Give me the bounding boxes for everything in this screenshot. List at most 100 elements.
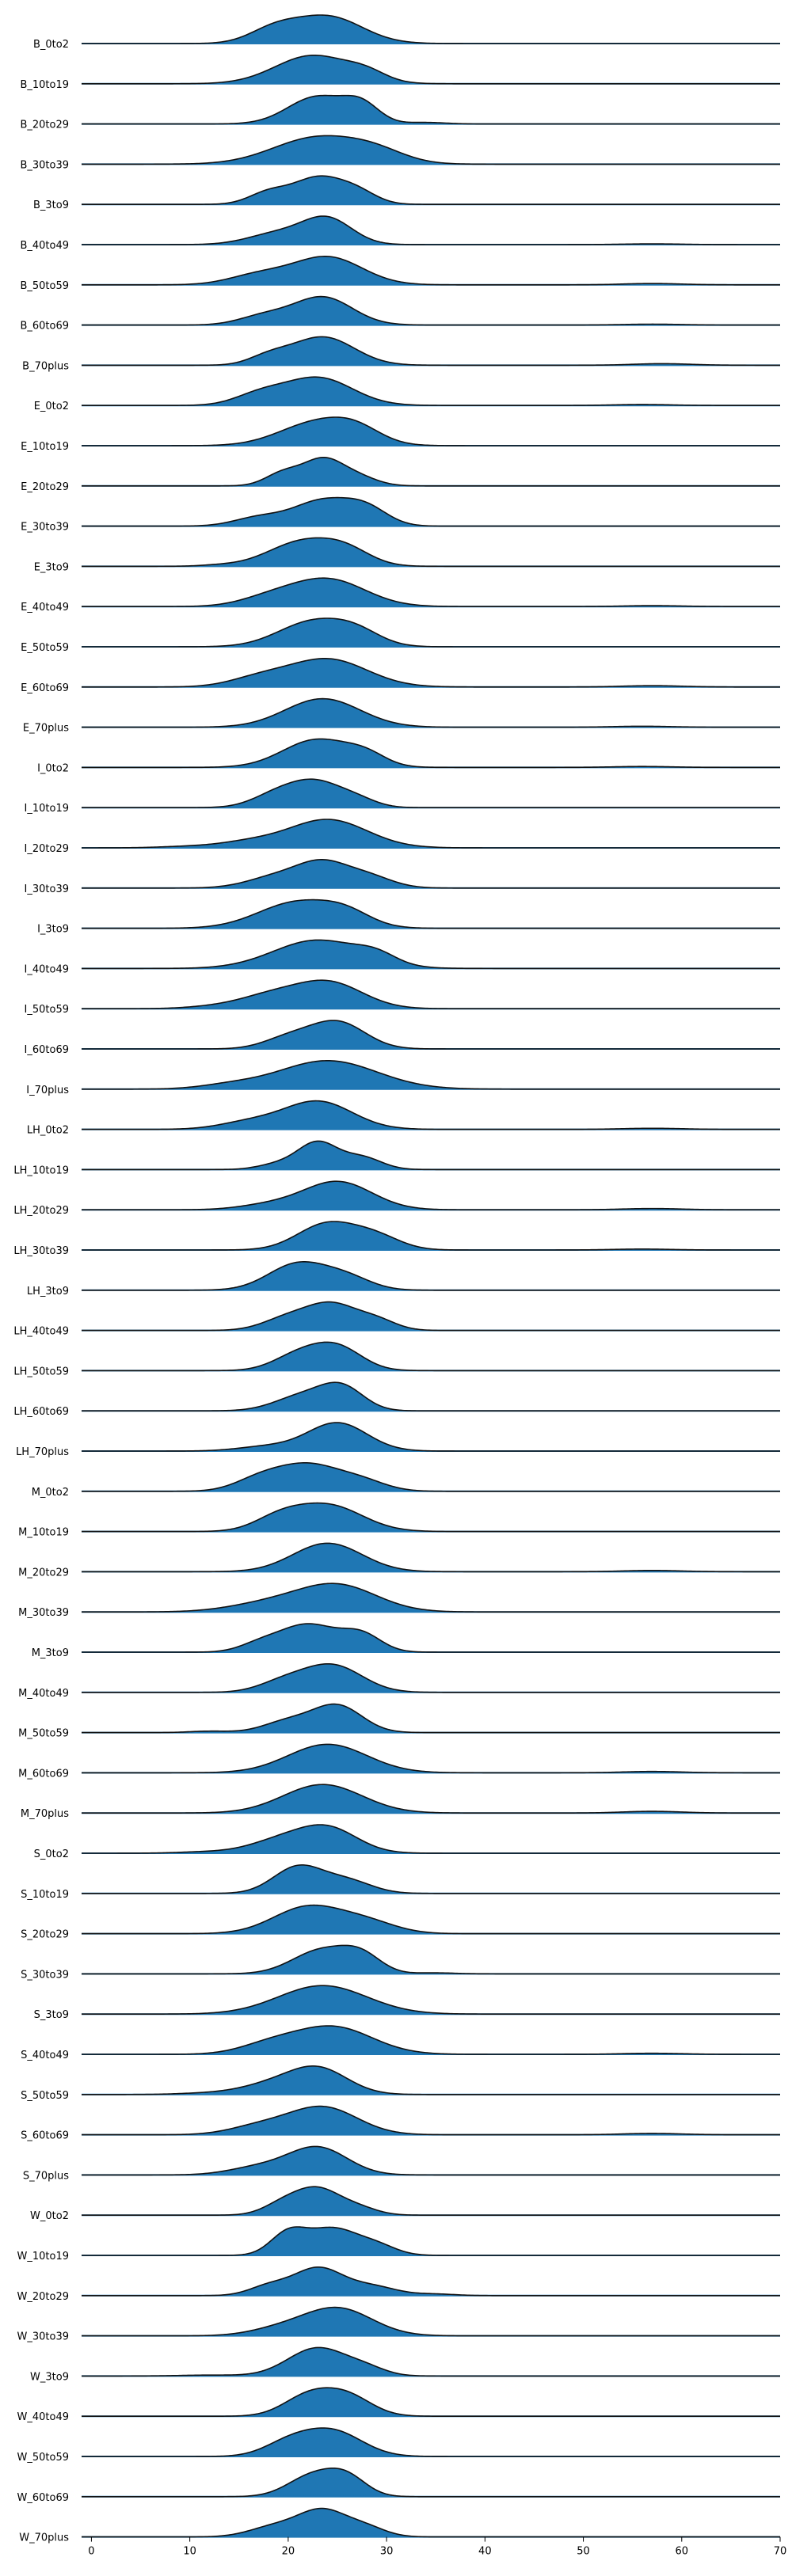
density-area-LH_40to49: [82, 1301, 780, 1331]
density-outline-LH_70plus: [82, 1422, 780, 1452]
row-label-B_20to29: B_20to29: [20, 120, 69, 131]
density-area-W_10to19: [82, 2227, 780, 2255]
density-area-LH_50to59: [82, 1342, 780, 1371]
x-tick-label-50: 50: [577, 2546, 590, 2558]
density-outline-B_20to29: [82, 94, 780, 125]
row-label-LH_70plus: LH_70plus: [16, 1446, 69, 1458]
density-area-B_60to69: [82, 296, 780, 325]
density-outline-B_40to49: [82, 215, 780, 245]
density-outline-S_30to39: [82, 1944, 780, 1975]
density-outline-B_60to69: [82, 295, 780, 326]
row-label-LH_0to2: LH_0to2: [27, 1125, 69, 1137]
row-label-B_60to69: B_60to69: [20, 321, 69, 332]
row-label-M_50to59: M_50to59: [18, 1728, 69, 1740]
row-label-S_0to2: S_0to2: [34, 1848, 69, 1860]
row-label-I_50to59: I_50to59: [25, 1004, 69, 1016]
density-outline-I_30to39: [82, 858, 780, 889]
density-outline-LH_0to2: [82, 1100, 780, 1130]
row-label-LH_30to39: LH_30to39: [13, 1245, 69, 1257]
x-tick-label-0: 0: [88, 2546, 94, 2558]
row-label-B_10to19: B_10to19: [20, 79, 69, 91]
row-label-M_10to19: M_10to19: [18, 1527, 69, 1539]
density-area-M_70plus: [82, 1784, 780, 1814]
density-area-W_40to49: [82, 2388, 780, 2417]
density-area-S_40to49: [82, 2026, 780, 2054]
density-outline-E_70plus: [82, 697, 780, 728]
density-area-B_3to9: [82, 176, 780, 205]
density-area-W_50to59: [82, 2428, 780, 2456]
density-area-I_20to29: [82, 819, 780, 848]
row-label-E_70plus: E_70plus: [23, 723, 69, 735]
density-area-I_60to69: [82, 1020, 780, 1049]
row-label-I_60to69: I_60to69: [25, 1044, 69, 1056]
density-outline-M_20to29: [82, 1542, 780, 1573]
density-outline-LH_60to69: [82, 1381, 780, 1411]
density-outline-S_50to59: [82, 2065, 780, 2095]
density-outline-B_50to59: [82, 255, 780, 286]
density-area-M_60to69: [82, 1744, 780, 1773]
density-area-M_20to29: [82, 1543, 780, 1572]
row-label-I_30to39: I_30to39: [25, 883, 69, 895]
density-area-E_20to29: [82, 457, 780, 486]
density-area-W_0to2: [82, 2187, 780, 2216]
density-outline-E_30to39: [82, 496, 780, 527]
row-label-B_30to39: B_30to39: [20, 159, 69, 171]
row-label-I_40to49: I_40to49: [25, 963, 69, 975]
density-outline-M_10to19: [82, 1502, 780, 1533]
row-label-B_50to59: B_50to59: [20, 280, 69, 292]
density-area-W_30to39: [82, 2307, 780, 2336]
row-label-E_30to39: E_30to39: [21, 522, 69, 534]
density-area-S_70plus: [82, 2146, 780, 2175]
density-outline-LH_3to9: [82, 1260, 780, 1291]
density-area-I_50to59: [82, 980, 780, 1009]
density-area-B_20to29: [82, 95, 780, 124]
row-label-S_60to69: S_60to69: [21, 2130, 69, 2142]
density-area-W_70plus: [82, 2508, 780, 2537]
density-area-I_70plus: [82, 1060, 780, 1089]
density-outline-E_60to69: [82, 657, 780, 688]
density-outline-I_40to49: [82, 939, 780, 970]
density-outline-I_60to69: [82, 1020, 780, 1050]
density-outline-B_70plus: [82, 336, 780, 367]
density-area-E_40to49: [82, 578, 780, 607]
density-outline-S_70plus: [82, 2145, 780, 2176]
density-outline-LH_40to49: [82, 1301, 780, 1332]
x-tick-label-10: 10: [183, 2546, 196, 2558]
density-outline-W_10to19: [82, 2226, 780, 2256]
row-label-M_30to39: M_30to39: [18, 1607, 69, 1619]
density-area-M_3to9: [82, 1624, 780, 1652]
density-area-LH_30to39: [82, 1222, 780, 1250]
density-area-S_30to39: [82, 1945, 780, 1974]
row-label-E_3to9: E_3to9: [34, 561, 69, 573]
row-label-W_60to69: W_60to69: [17, 2492, 70, 2504]
row-label-M_60to69: M_60to69: [18, 1768, 69, 1780]
row-label-W_70plus: W_70plus: [19, 2532, 69, 2544]
density-outline-M_50to59: [82, 1703, 780, 1734]
density-area-LH_3to9: [82, 1261, 780, 1290]
density-area-M_10to19: [82, 1503, 780, 1532]
density-area-E_3to9: [82, 538, 780, 567]
density-outline-M_60to69: [82, 1743, 780, 1774]
density-outline-B_3to9: [82, 175, 780, 205]
density-outline-W_20to29: [82, 2266, 780, 2297]
density-area-B_40to49: [82, 216, 780, 245]
density-area-B_50to59: [82, 256, 780, 285]
density-area-S_20to29: [82, 1905, 780, 1934]
density-outline-S_20to29: [82, 1904, 780, 1935]
density-outline-LH_10to19: [82, 1140, 780, 1171]
density-outline-E_20to29: [82, 457, 780, 487]
density-outline-E_0to2: [82, 376, 780, 406]
density-outline-S_60to69: [82, 2105, 780, 2136]
density-area-I_0to2: [82, 739, 780, 768]
row-label-S_30to39: S_30to39: [21, 1969, 69, 1981]
density-outline-W_0to2: [82, 2186, 780, 2216]
density-area-LH_10to19: [82, 1141, 780, 1170]
density-outline-M_30to39: [82, 1582, 780, 1613]
density-outline-M_0to2: [82, 1461, 780, 1492]
x-tick-label-70: 70: [774, 2546, 787, 2558]
row-label-E_50to59: E_50to59: [21, 642, 69, 654]
density-outline-M_40to49: [82, 1662, 780, 1693]
density-outline-LH_30to39: [82, 1221, 780, 1251]
density-outline-E_3to9: [82, 537, 780, 568]
density-outline-W_30to39: [82, 2306, 780, 2337]
